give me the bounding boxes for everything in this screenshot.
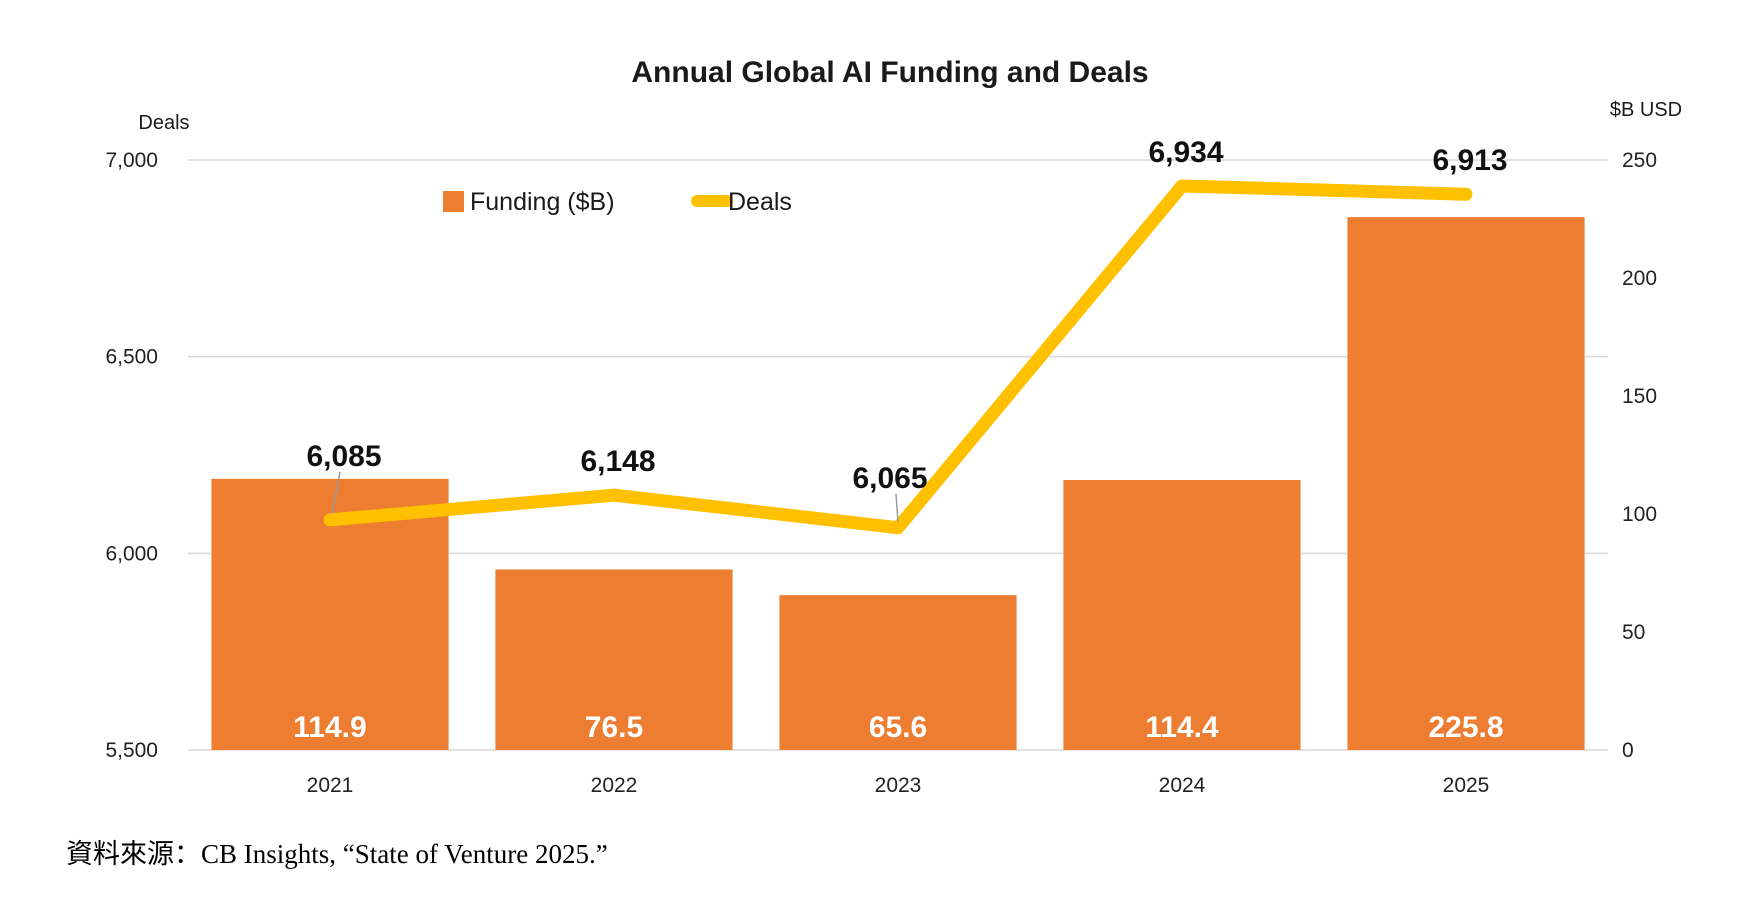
source-note: 資料來源：CB Insights, “State of Venture 2025… <box>66 839 608 869</box>
funding-bar-label: 225.8 <box>1428 711 1503 744</box>
deals-line <box>323 179 1473 535</box>
funding-bar-label: 114.9 <box>293 711 366 744</box>
legend: Funding ($B) Deals <box>443 188 792 216</box>
deals-line-layer: 6,085 6,148 6,065 6,934 6,913 <box>306 136 1508 535</box>
axis-ticks: 5,500 6,000 6,500 7,000 0 50 100 150 200 250 2021 2… <box>105 149 1657 797</box>
funding-bar <box>1347 217 1585 750</box>
right-axis-tick-label: 200 <box>1622 267 1657 290</box>
right-axis-tick-label: 0 <box>1622 739 1634 762</box>
left-axis-tick-label: 6,000 <box>105 542 158 565</box>
right-axis-tick-label: 100 <box>1622 503 1657 526</box>
funding-bar-label: 65.6 <box>869 711 927 744</box>
chart-title: Annual Global AI Funding and Deals <box>631 56 1148 89</box>
x-axis-tick-label: 2024 <box>1159 774 1206 797</box>
legend-deals-label: Deals <box>728 188 792 216</box>
funding-bar <box>779 595 1017 750</box>
deal-label: 6,085 <box>306 440 381 473</box>
deal-label: 6,913 <box>1432 144 1507 177</box>
funding-bar <box>495 569 733 750</box>
funding-bar <box>1063 480 1301 750</box>
right-axis-tick-label: 250 <box>1622 149 1657 172</box>
right-axis-tick-label: 150 <box>1622 385 1657 408</box>
x-axis-tick-label: 2022 <box>591 774 638 797</box>
left-axis-tick-label: 6,500 <box>105 346 158 369</box>
right-axis-tick-label: 50 <box>1622 621 1645 644</box>
left-axis-tick-label: 5,500 <box>105 739 158 762</box>
left-axis-tick-label: 7,000 <box>105 149 158 172</box>
x-axis-tick-label: 2025 <box>1443 774 1490 797</box>
deal-label: 6,065 <box>852 462 927 495</box>
deal-label: 6,934 <box>1148 136 1223 169</box>
chart: Annual Global AI Funding and Deals Deals… <box>105 56 1682 797</box>
right-axis-title: $B USD <box>1610 99 1682 121</box>
left-axis-title: Deals <box>138 112 189 134</box>
x-axis-tick-label: 2021 <box>307 774 354 797</box>
funding-bar-label: 76.5 <box>585 711 643 744</box>
legend-funding-swatch <box>443 191 464 212</box>
funding-bar-label: 114.4 <box>1145 711 1219 744</box>
deal-label-leader <box>895 493 899 522</box>
deal-label: 6,148 <box>580 445 655 478</box>
deal-label-leader <box>331 471 341 515</box>
x-axis-tick-label: 2023 <box>875 774 922 797</box>
legend-funding-label: Funding ($B) <box>470 188 615 216</box>
